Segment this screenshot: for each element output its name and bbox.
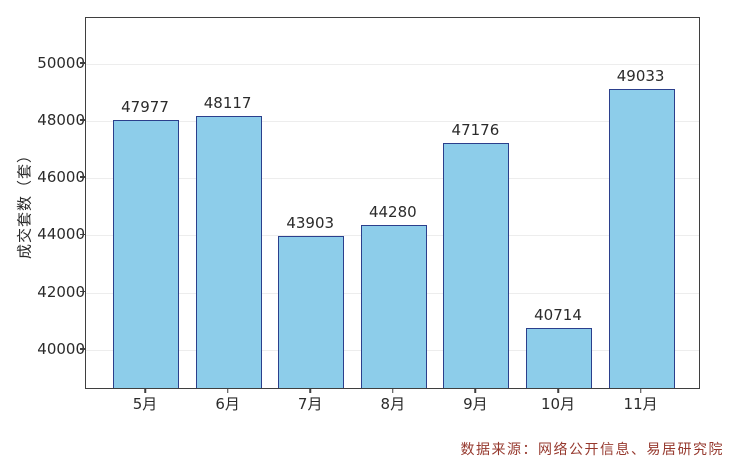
x-tick-label: 11月 [623,395,658,413]
y-tick-label: 46000 [37,168,85,187]
y-tick-label: 48000 [37,111,85,129]
y-tick-mark [79,348,85,350]
bar-value-label: 48117 [203,93,252,112]
bar-7月 [278,236,345,388]
y-tick-mark [79,62,85,64]
bar-value-label: 43903 [286,214,335,233]
bar-value-label: 49033 [616,67,665,86]
y-axis-title: 成交套数（套） [15,146,34,260]
y-tick-label: 42000 [37,282,85,301]
y-tick-mark [79,119,85,121]
y-tick-label: 44000 [37,225,85,244]
bar-6月 [195,115,262,388]
bar-10月 [526,327,592,388]
bar-9月 [443,142,510,388]
data-source-note: 数据来源：网络公开信息、易居研究院 [460,442,724,458]
plot-area [85,17,700,389]
x-tick-label: 5月 [132,395,158,413]
x-tick-mark [557,389,559,393]
x-tick-mark [226,389,229,393]
x-tick-label: 7月 [297,395,323,413]
x-tick-mark [474,389,477,393]
bar-11月 [608,89,675,388]
gridline [86,121,699,122]
bar-value-label: 47977 [121,97,169,116]
x-tick-mark [309,389,311,393]
y-tick-label: 50000 [37,53,85,72]
x-tick-label: 9月 [463,395,488,413]
x-tick-label: 8月 [380,395,406,413]
x-tick-label: 10月 [540,395,576,413]
bar-value-label: 40714 [534,305,582,324]
y-tick-mark [79,176,85,178]
y-tick-label: 40000 [37,339,85,358]
x-tick-mark [144,389,146,393]
y-tick-mark [79,233,85,236]
bar-5月 [113,119,179,388]
gridline [86,63,699,65]
x-tick-label: 6月 [215,395,240,413]
x-tick-mark [639,389,642,393]
gridline [86,178,699,180]
bar-value-label: 47176 [451,120,500,139]
bar-value-label: 44280 [368,203,417,222]
bar-8月 [360,225,427,388]
x-tick-mark [392,389,394,393]
y-tick-mark [79,290,85,293]
